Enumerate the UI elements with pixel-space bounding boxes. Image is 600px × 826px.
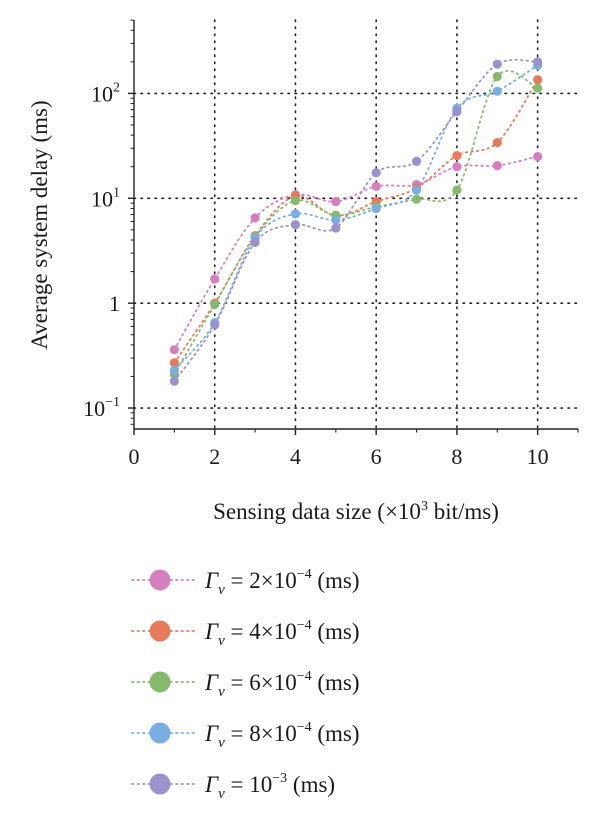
data-point [169, 365, 179, 375]
data-point [411, 156, 422, 166]
legend: Γv = 2×10−4 (ms) Γv = 4×10−4 (ms) Γv = 6×1… [131, 567, 360, 802]
y-tick-label: 102 [91, 80, 120, 106]
legend-label: Γv = 4×10−4 (ms) [204, 618, 360, 649]
legend-marker [149, 722, 171, 744]
series-line [173, 58, 539, 383]
series-line [173, 70, 539, 376]
x-tick-label: 2 [209, 444, 220, 469]
data-point [371, 181, 381, 191]
axes [128, 19, 579, 435]
data-point [411, 194, 422, 204]
legend-label: Γv = 8×10−4 (ms) [204, 720, 360, 751]
data-point [210, 320, 220, 330]
series-3 [169, 70, 543, 379]
data-point [533, 83, 543, 93]
data-point [331, 223, 341, 233]
data-point [533, 57, 543, 67]
legend-label: Γv = 2×10−4 (ms) [204, 567, 360, 598]
data-point [371, 168, 381, 178]
data-point [371, 203, 381, 214]
legend-marker [149, 671, 171, 693]
data-point [452, 162, 462, 172]
data-point [492, 59, 502, 69]
data-point [492, 86, 502, 96]
x-axis-label: Sensing data size (×103 bit/ms) [213, 499, 499, 524]
data-point [169, 358, 179, 368]
data-point [169, 376, 179, 386]
data-point [533, 151, 543, 162]
data-point [411, 185, 422, 195]
tick-labels: 0 2 4 6 8 10 10−1 1 101 102 [83, 80, 549, 469]
data-point [290, 220, 301, 230]
data-point [331, 196, 341, 207]
y-tick-label: 101 [91, 185, 120, 211]
y-tick-label: 1 [109, 291, 120, 316]
data-point [210, 299, 220, 310]
series-4 [169, 60, 543, 375]
series-1 [169, 151, 543, 355]
legend-marker [149, 620, 171, 642]
series-5 [169, 57, 543, 386]
series-line [173, 64, 539, 371]
series-line [173, 78, 539, 364]
legend-item: Γv = 10−3 (ms) [131, 771, 335, 802]
data-point [210, 274, 220, 284]
data-point [533, 75, 543, 85]
data-point [452, 107, 462, 117]
x-tick-label: 8 [451, 444, 462, 469]
x-tick-label: 0 [129, 444, 140, 469]
data-point [452, 185, 462, 195]
legend-item: Γv = 2×10−4 (ms) [131, 567, 360, 598]
data-point [331, 215, 341, 225]
data-point [492, 160, 502, 171]
grid-lines [133, 19, 579, 430]
x-tick-label: 10 [527, 444, 549, 469]
data-point [250, 213, 260, 223]
series-group [169, 57, 543, 386]
data-point [492, 137, 502, 148]
legend-item: Γv = 8×10−4 (ms) [131, 720, 360, 751]
series-line [173, 155, 539, 351]
data-point [452, 151, 462, 161]
x-tick-label: 6 [371, 444, 382, 469]
x-tick-label: 4 [290, 444, 301, 469]
series-2 [169, 75, 543, 368]
legend-item: Γv = 4×10−4 (ms) [131, 618, 360, 649]
data-point [290, 196, 301, 206]
data-point [290, 209, 301, 219]
legend-label: Γv = 6×10−4 (ms) [204, 669, 360, 700]
legend-marker [149, 569, 171, 591]
data-point [250, 237, 260, 247]
data-point [492, 71, 502, 82]
legend-item: Γv = 6×10−4 (ms) [131, 669, 360, 700]
legend-marker [149, 773, 171, 795]
y-tick-label: 10−1 [83, 395, 120, 421]
data-point [169, 345, 179, 355]
y-axis-label: Average system delay (ms) [27, 100, 52, 349]
legend-label: Γv = 10−3 (ms) [204, 771, 335, 802]
